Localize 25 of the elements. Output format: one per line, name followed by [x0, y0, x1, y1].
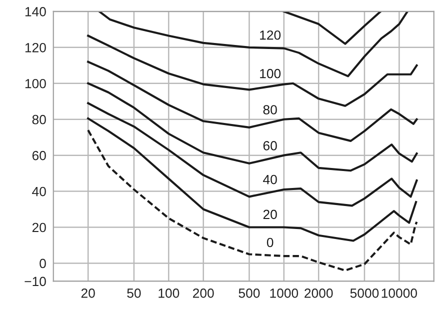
series-label: 80: [263, 105, 277, 114]
series-label: 100: [260, 68, 281, 78]
x-tick-label: 5000: [350, 288, 379, 298]
series-label: 20: [263, 210, 277, 220]
series-label: 60: [263, 141, 277, 150]
x-tick-label: 20: [81, 288, 95, 298]
series-label: 40: [263, 174, 277, 184]
x-tick-label: 500: [238, 288, 260, 298]
x-tick-label: 2000: [304, 288, 333, 298]
y-tick-label: 140: [25, 7, 46, 16]
x-tick-label: 10000: [382, 288, 418, 298]
y-tick-label: 20: [32, 222, 46, 232]
x-tick-label: 200: [193, 288, 214, 298]
y-tick-label: 40: [32, 186, 46, 196]
y-tick-label: 80: [32, 114, 46, 124]
y-tick-label: 120: [25, 42, 46, 52]
series-label: 0: [266, 238, 274, 248]
y-tick-label: −10: [24, 276, 46, 286]
series-label: 120: [260, 30, 281, 40]
y-tick-label: 60: [32, 150, 46, 160]
x-tick-label: 100: [158, 288, 180, 298]
x-tick-label: 1000: [270, 288, 298, 298]
y-tick-label: 0: [40, 258, 46, 268]
x-tick-label: 50: [127, 288, 141, 298]
y-tick-label: 100: [25, 78, 46, 88]
